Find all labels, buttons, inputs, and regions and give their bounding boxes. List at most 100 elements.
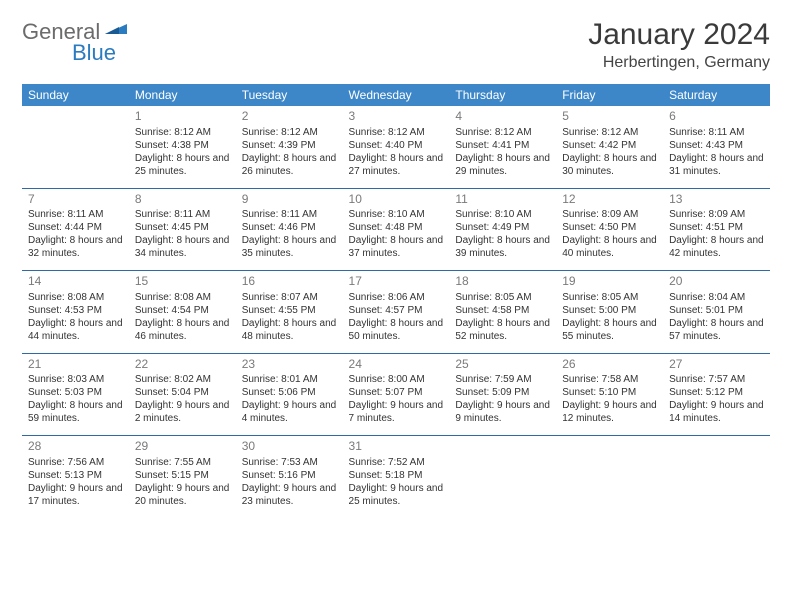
sunrise-line: Sunrise: 7:55 AM — [135, 456, 230, 469]
day-cell: 11Sunrise: 8:10 AMSunset: 4:49 PMDayligh… — [449, 189, 556, 271]
sunset-line: Sunset: 4:39 PM — [242, 139, 337, 152]
day-cell: 19Sunrise: 8:05 AMSunset: 5:00 PMDayligh… — [556, 271, 663, 353]
weekday-header: Thursday — [449, 84, 556, 106]
sunrise-line: Sunrise: 8:12 AM — [135, 126, 230, 139]
sunrise-line: Sunrise: 8:02 AM — [135, 373, 230, 386]
week-row: 14Sunrise: 8:08 AMSunset: 4:53 PMDayligh… — [22, 271, 770, 353]
brand-part2: Blue — [72, 40, 116, 66]
sunset-line: Sunset: 4:41 PM — [455, 139, 550, 152]
sunset-line: Sunset: 5:10 PM — [562, 386, 657, 399]
title-block: January 2024 Herbertingen, Germany — [588, 18, 770, 72]
day-cell: 21Sunrise: 8:03 AMSunset: 5:03 PMDayligh… — [22, 354, 129, 436]
daylight-line: Daylight: 9 hours and 14 minutes. — [669, 399, 764, 425]
day-number: 18 — [455, 274, 550, 290]
sunrise-line: Sunrise: 8:04 AM — [669, 291, 764, 304]
day-cell: 2Sunrise: 8:12 AMSunset: 4:39 PMDaylight… — [236, 106, 343, 188]
day-number: 29 — [135, 439, 230, 455]
daylight-line: Daylight: 8 hours and 30 minutes. — [562, 152, 657, 178]
day-number: 2 — [242, 109, 337, 125]
sunset-line: Sunset: 4:54 PM — [135, 304, 230, 317]
day-cell: 30Sunrise: 7:53 AMSunset: 5:16 PMDayligh… — [236, 436, 343, 518]
day-number: 26 — [562, 357, 657, 373]
sunset-line: Sunset: 4:53 PM — [28, 304, 123, 317]
day-cell: 25Sunrise: 7:59 AMSunset: 5:09 PMDayligh… — [449, 354, 556, 436]
sunset-line: Sunset: 4:58 PM — [455, 304, 550, 317]
daylight-line: Daylight: 8 hours and 37 minutes. — [349, 234, 444, 260]
daylight-line: Daylight: 8 hours and 27 minutes. — [349, 152, 444, 178]
sunset-line: Sunset: 5:01 PM — [669, 304, 764, 317]
daylight-line: Daylight: 8 hours and 26 minutes. — [242, 152, 337, 178]
day-number: 28 — [28, 439, 123, 455]
sunrise-line: Sunrise: 8:08 AM — [28, 291, 123, 304]
week-row: 7Sunrise: 8:11 AMSunset: 4:44 PMDaylight… — [22, 189, 770, 271]
day-number: 24 — [349, 357, 444, 373]
day-cell: 27Sunrise: 7:57 AMSunset: 5:12 PMDayligh… — [663, 354, 770, 436]
daylight-line: Daylight: 8 hours and 44 minutes. — [28, 317, 123, 343]
weekday-header: Sunday — [22, 84, 129, 106]
sunrise-line: Sunrise: 8:01 AM — [242, 373, 337, 386]
week-row: 1Sunrise: 8:12 AMSunset: 4:38 PMDaylight… — [22, 106, 770, 188]
day-number: 25 — [455, 357, 550, 373]
sunrise-line: Sunrise: 8:00 AM — [349, 373, 444, 386]
day-number: 8 — [135, 192, 230, 208]
header: General Blue January 2024 Herbertingen, … — [22, 18, 770, 72]
daylight-line: Daylight: 8 hours and 31 minutes. — [669, 152, 764, 178]
sunrise-line: Sunrise: 8:11 AM — [242, 208, 337, 221]
daylight-line: Daylight: 8 hours and 39 minutes. — [455, 234, 550, 260]
daylight-line: Daylight: 8 hours and 52 minutes. — [455, 317, 550, 343]
day-number: 30 — [242, 439, 337, 455]
sunrise-line: Sunrise: 8:05 AM — [562, 291, 657, 304]
sunset-line: Sunset: 5:09 PM — [455, 386, 550, 399]
sunset-line: Sunset: 5:16 PM — [242, 469, 337, 482]
daylight-line: Daylight: 8 hours and 57 minutes. — [669, 317, 764, 343]
weekday-header: Tuesday — [236, 84, 343, 106]
sunset-line: Sunset: 4:42 PM — [562, 139, 657, 152]
sunset-line: Sunset: 5:13 PM — [28, 469, 123, 482]
day-cell: 8Sunrise: 8:11 AMSunset: 4:45 PMDaylight… — [129, 189, 236, 271]
day-number: 12 — [562, 192, 657, 208]
daylight-line: Daylight: 9 hours and 12 minutes. — [562, 399, 657, 425]
week-row: 21Sunrise: 8:03 AMSunset: 5:03 PMDayligh… — [22, 354, 770, 436]
day-cell: 6Sunrise: 8:11 AMSunset: 4:43 PMDaylight… — [663, 106, 770, 188]
daylight-line: Daylight: 9 hours and 23 minutes. — [242, 482, 337, 508]
day-number: 22 — [135, 357, 230, 373]
sunrise-line: Sunrise: 8:11 AM — [135, 208, 230, 221]
day-cell — [663, 436, 770, 518]
sunset-line: Sunset: 4:50 PM — [562, 221, 657, 234]
sunset-line: Sunset: 4:40 PM — [349, 139, 444, 152]
day-cell: 17Sunrise: 8:06 AMSunset: 4:57 PMDayligh… — [343, 271, 450, 353]
weekday-header: Saturday — [663, 84, 770, 106]
day-cell — [556, 436, 663, 518]
calendar-table: Sunday Monday Tuesday Wednesday Thursday… — [22, 84, 770, 518]
day-number: 3 — [349, 109, 444, 125]
day-number: 15 — [135, 274, 230, 290]
sunrise-line: Sunrise: 8:09 AM — [669, 208, 764, 221]
day-number: 5 — [562, 109, 657, 125]
weekday-header: Friday — [556, 84, 663, 106]
day-number: 11 — [455, 192, 550, 208]
sunrise-line: Sunrise: 8:06 AM — [349, 291, 444, 304]
calendar-page: General Blue January 2024 Herbertingen, … — [0, 0, 792, 518]
sunrise-line: Sunrise: 8:12 AM — [349, 126, 444, 139]
daylight-line: Daylight: 8 hours and 48 minutes. — [242, 317, 337, 343]
daylight-line: Daylight: 8 hours and 25 minutes. — [135, 152, 230, 178]
location-label: Herbertingen, Germany — [588, 54, 770, 72]
day-cell: 26Sunrise: 7:58 AMSunset: 5:10 PMDayligh… — [556, 354, 663, 436]
day-number: 19 — [562, 274, 657, 290]
week-row: 28Sunrise: 7:56 AMSunset: 5:13 PMDayligh… — [22, 436, 770, 518]
sunrise-line: Sunrise: 8:09 AM — [562, 208, 657, 221]
day-cell — [22, 106, 129, 188]
day-cell: 7Sunrise: 8:11 AMSunset: 4:44 PMDaylight… — [22, 189, 129, 271]
brand-logo: General Blue — [22, 18, 129, 45]
sunrise-line: Sunrise: 7:56 AM — [28, 456, 123, 469]
day-number: 21 — [28, 357, 123, 373]
day-number: 20 — [669, 274, 764, 290]
daylight-line: Daylight: 9 hours and 4 minutes. — [242, 399, 337, 425]
day-number: 10 — [349, 192, 444, 208]
day-cell: 15Sunrise: 8:08 AMSunset: 4:54 PMDayligh… — [129, 271, 236, 353]
calendar-body: 1Sunrise: 8:12 AMSunset: 4:38 PMDaylight… — [22, 106, 770, 518]
day-cell: 14Sunrise: 8:08 AMSunset: 4:53 PMDayligh… — [22, 271, 129, 353]
daylight-line: Daylight: 9 hours and 17 minutes. — [28, 482, 123, 508]
sunrise-line: Sunrise: 8:12 AM — [242, 126, 337, 139]
day-number: 4 — [455, 109, 550, 125]
